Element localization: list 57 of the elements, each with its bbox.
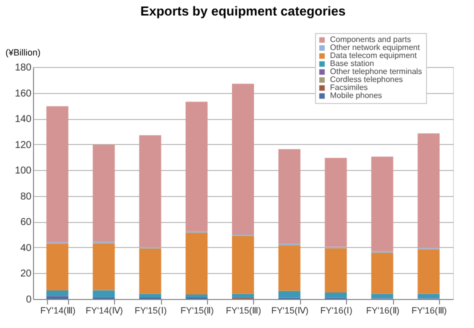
bar bbox=[92, 290, 115, 298]
legend-label: Base station bbox=[330, 59, 374, 68]
bar bbox=[278, 149, 300, 244]
bar bbox=[232, 84, 254, 235]
x-tick-label: FY'16(Ⅲ) bbox=[412, 306, 447, 316]
bar bbox=[139, 294, 162, 298]
bar bbox=[46, 296, 68, 299]
bar bbox=[186, 232, 208, 294]
bar bbox=[324, 248, 347, 293]
legend-label: Data telecom equipment bbox=[330, 51, 418, 60]
bar bbox=[371, 252, 394, 294]
x-tick-label: FY'14(Ⅲ) bbox=[40, 306, 76, 316]
legend-label: Mobile phones bbox=[330, 91, 382, 100]
bar bbox=[232, 294, 254, 298]
bar bbox=[186, 294, 208, 298]
bar bbox=[46, 290, 68, 296]
bar bbox=[278, 290, 300, 298]
bar bbox=[418, 249, 440, 294]
legend-label: Other telephone terminals bbox=[330, 67, 422, 76]
legend-label: Components and parts bbox=[330, 35, 411, 44]
y-tick-label: 120 bbox=[14, 140, 32, 151]
bar bbox=[324, 158, 347, 247]
legend-label: Other network equipment bbox=[330, 43, 421, 52]
bar bbox=[186, 102, 208, 232]
bar bbox=[46, 106, 68, 242]
bar bbox=[46, 244, 68, 290]
y-tick-label: 60 bbox=[20, 217, 32, 228]
x-tick-label: FY'15(Ⅲ) bbox=[226, 306, 262, 316]
legend-label: Cordless telephones bbox=[330, 75, 403, 84]
bar bbox=[371, 156, 394, 252]
chart-title: Exports by equipment categories bbox=[140, 4, 346, 18]
y-tick-label: 140 bbox=[14, 114, 32, 126]
bar bbox=[324, 292, 347, 298]
x-tick-label: FY'15(Ⅳ) bbox=[271, 306, 309, 316]
bar bbox=[278, 245, 300, 291]
bar bbox=[139, 135, 162, 248]
y-tick-label: 160 bbox=[14, 88, 32, 100]
x-tick-label: FY'16(Ⅱ) bbox=[366, 306, 400, 316]
x-tick-label: FY'14(Ⅳ) bbox=[86, 306, 123, 316]
bar bbox=[139, 248, 162, 294]
x-tick-label: FY'15(Ⅱ) bbox=[180, 306, 214, 316]
y-tick-label: 40 bbox=[20, 242, 32, 254]
y-tick-label: 80 bbox=[20, 191, 32, 202]
bar bbox=[371, 294, 394, 298]
y-tick-label: 100 bbox=[14, 166, 32, 177]
bar bbox=[92, 144, 115, 242]
x-tick-label: FY'16(Ⅰ) bbox=[320, 306, 352, 316]
legend-label: Facsimiles bbox=[330, 83, 368, 92]
bar bbox=[92, 243, 115, 290]
y-axis-title: (¥Billion) bbox=[6, 48, 41, 58]
bar bbox=[418, 294, 440, 298]
x-tick-label: FY'15(Ⅰ) bbox=[134, 306, 167, 316]
y-tick-label: 20 bbox=[20, 268, 32, 280]
y-tick-label: 180 bbox=[14, 62, 32, 74]
y-tick-label: 0 bbox=[26, 294, 32, 306]
bar bbox=[232, 236, 254, 294]
bar bbox=[418, 133, 440, 248]
